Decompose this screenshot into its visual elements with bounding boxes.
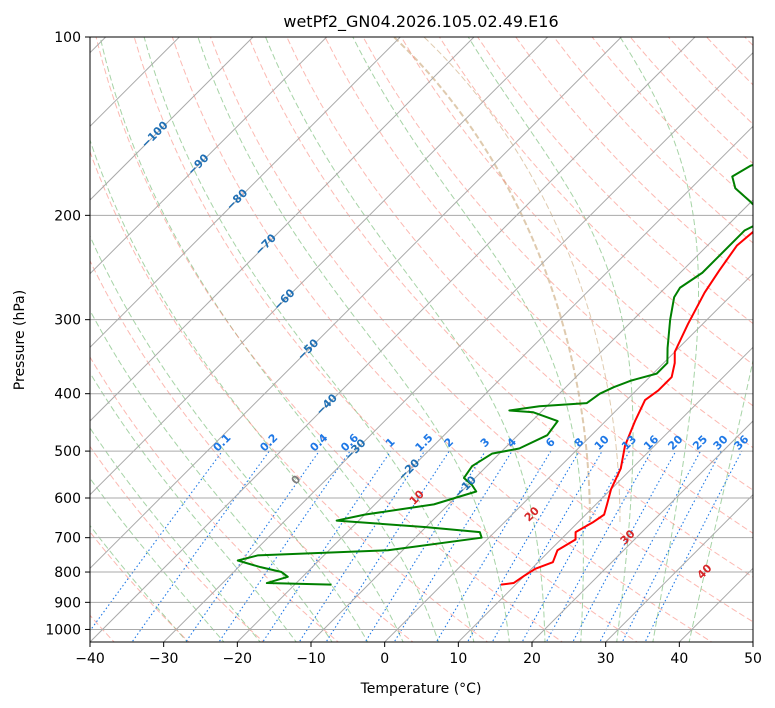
mixing-ratio-line (621, 450, 722, 642)
isotherm-line (310, 199, 753, 642)
y-tick-label: 1000 (45, 622, 81, 638)
x-tick-label: 30 (597, 651, 615, 667)
x-tick-label: 50 (744, 651, 762, 667)
mixing-ratio-line (572, 450, 677, 642)
dewpoint-line (236, 163, 753, 586)
y-tick-label: 100 (54, 30, 81, 46)
x-axis-ticks: −40 −30 −20 −10 0 10 20 30 40 50 (75, 642, 762, 667)
dry-adiabat (248, 37, 753, 578)
x-tick-label: 10 (449, 651, 467, 667)
y-tick-label: 900 (54, 595, 81, 611)
x-tick-label: 20 (523, 651, 541, 667)
dry-adiabat (324, 37, 753, 491)
x-axis-title: Temperature (°C) (360, 681, 482, 697)
pressure-gridlines (90, 37, 753, 630)
dry-adiabat (90, 445, 265, 642)
isotherm-line (605, 493, 753, 642)
temperature-line (500, 230, 753, 586)
isotherm-line (384, 272, 753, 642)
isotherm-line (236, 125, 753, 642)
isotherm-line (90, 37, 549, 496)
mixing-ratio-line (218, 450, 351, 642)
mixing-ratio-line (599, 450, 702, 642)
isotherm-line (90, 37, 696, 642)
plot-frame (89, 36, 754, 643)
y-tick-label: 700 (54, 531, 81, 547)
mixing-ratio-line (185, 450, 320, 642)
mixing-ratio-line (393, 450, 513, 642)
mixing-ratio-line (90, 450, 223, 632)
y-axis-title: Pressure (hPa) (12, 290, 28, 390)
skewed-isotherms (90, 37, 753, 642)
mixing-ratio-line (325, 450, 450, 642)
dry-adiabat (477, 37, 753, 325)
isotherm-line (457, 346, 753, 642)
y-tick-label: 400 (54, 387, 81, 403)
dry-adiabat (90, 150, 489, 642)
dry-adiabat (362, 37, 753, 449)
y-tick-label: 300 (54, 313, 81, 329)
moist-adiabat (265, 37, 546, 642)
isotherm-line (163, 51, 753, 642)
x-tick-label: 40 (670, 651, 688, 667)
dry-adiabat (95, 37, 564, 642)
x-tick-label: −20 (223, 651, 253, 667)
frost-curve-0 (392, 37, 591, 523)
isotherm-line (90, 37, 328, 275)
x-tick-label: −40 (75, 651, 105, 667)
mixing-ratio-line (298, 450, 425, 642)
dry-adiabat (210, 37, 753, 623)
mixing-ratio-line (466, 450, 580, 642)
frost-curve-1 (423, 37, 621, 523)
sounding-series (236, 163, 753, 586)
dry-adiabats (90, 37, 753, 642)
x-tick-label: −30 (149, 651, 179, 667)
dry-adiabat (400, 37, 753, 407)
x-tick-label: 0 (380, 651, 389, 667)
y-tick-label: 600 (54, 491, 81, 507)
moist-adiabat (197, 37, 510, 642)
frost-curves (392, 37, 621, 523)
moist-adiabat (90, 309, 333, 642)
mixing-ratio-line (131, 450, 270, 642)
isotherm-line (531, 420, 753, 642)
y-tick-label: 500 (54, 444, 81, 460)
x-tick-label: −10 (296, 651, 326, 667)
isotherm-line (90, 37, 254, 201)
isotherm-line (90, 37, 401, 349)
chart-title: wetPf2_GN04.2026.105.02.49.E16 (283, 12, 558, 32)
mixing-ratio-line (262, 450, 392, 642)
y-axis-ticks: 100 200 300 400 500 600 700 800 900 1000 (45, 30, 90, 638)
y-tick-label: 800 (54, 565, 81, 581)
moist-adiabat (619, 37, 700, 642)
moist-adiabat (467, 37, 634, 642)
isotherm-line (90, 37, 622, 570)
y-tick-label: 200 (54, 208, 81, 224)
isotherm-line (90, 37, 475, 422)
